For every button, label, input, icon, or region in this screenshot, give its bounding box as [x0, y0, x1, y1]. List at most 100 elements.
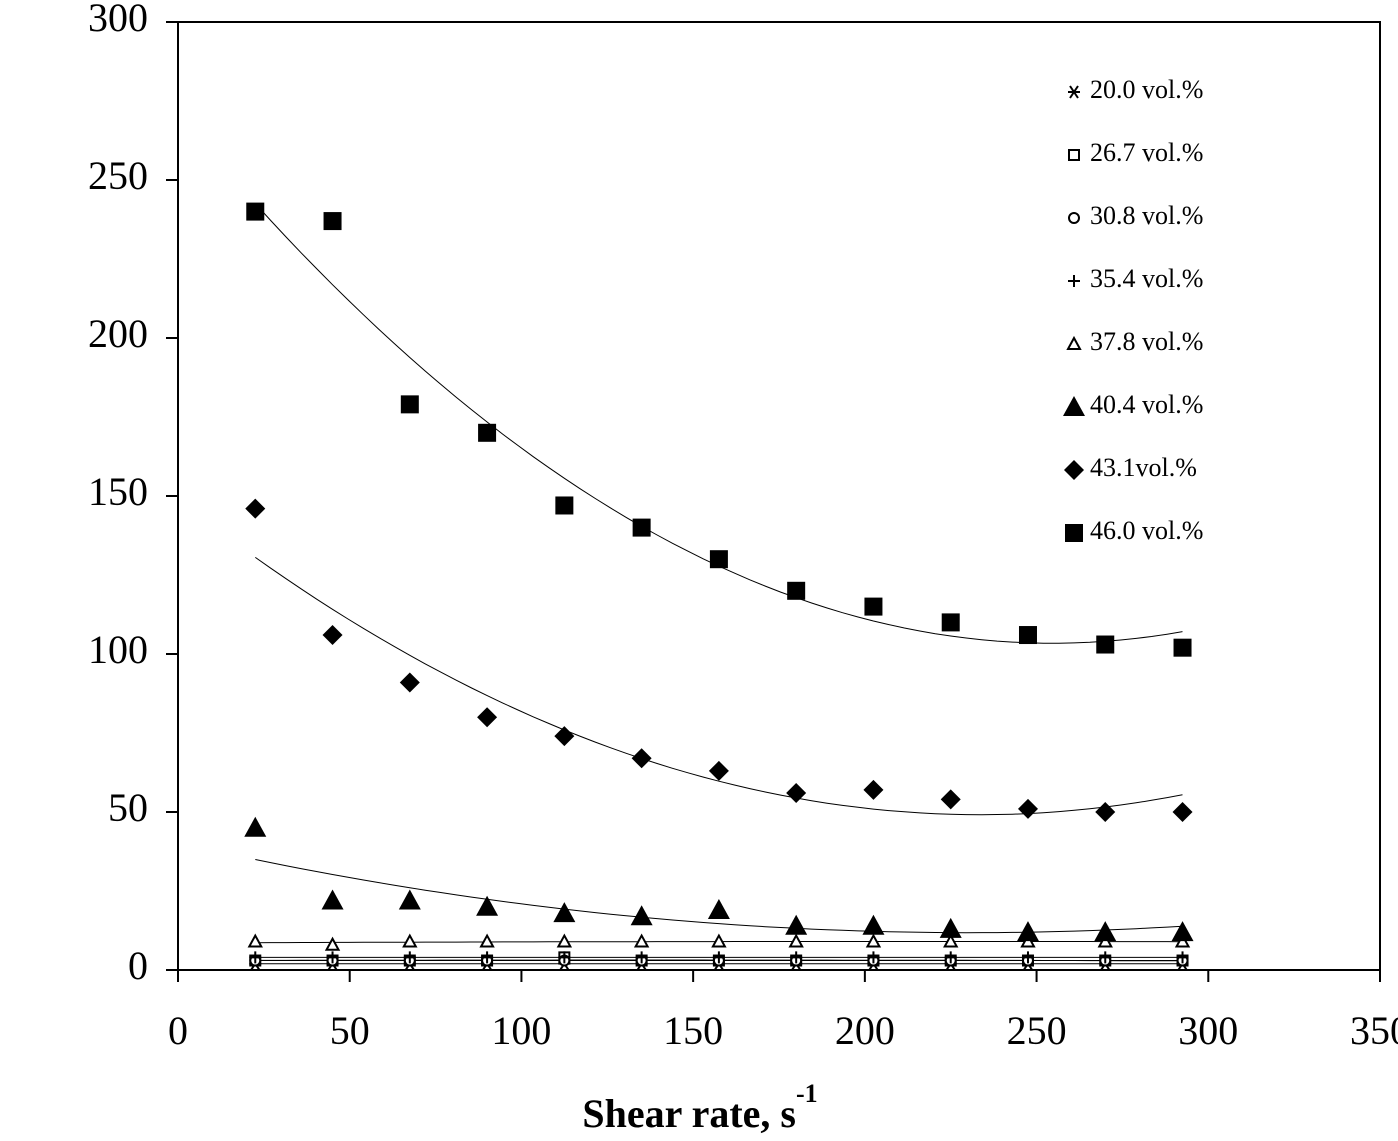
marker [1068, 275, 1080, 287]
trend-line [254, 203, 1183, 644]
marker [708, 760, 729, 781]
x-tick-label: 200 [835, 1008, 895, 1053]
marker [554, 726, 575, 747]
marker [864, 597, 883, 616]
x-tick-label: 250 [1007, 1008, 1067, 1053]
marker [398, 889, 421, 910]
legend-label: 20.0 vol.% [1090, 75, 1203, 104]
marker [865, 933, 882, 948]
marker [1064, 460, 1084, 480]
marker [1171, 921, 1194, 942]
marker [1018, 626, 1037, 645]
marker [247, 933, 263, 948]
marker [787, 581, 806, 600]
trend-line [255, 859, 1183, 934]
marker [481, 951, 494, 964]
legend-label: 35.4 vol.% [1090, 264, 1203, 293]
marker [1068, 149, 1080, 161]
legend-label: 30.8 vol.% [1090, 201, 1203, 230]
marker [790, 951, 803, 964]
marker [941, 613, 960, 632]
marker [322, 625, 343, 646]
x-axis-label-superscript: -1 [796, 1079, 818, 1108]
marker [321, 889, 344, 910]
legend-label: 40.4 vol.% [1090, 390, 1203, 419]
marker [939, 917, 962, 938]
marker [1096, 635, 1115, 654]
marker [553, 902, 576, 923]
marker [943, 933, 959, 948]
marker [400, 395, 419, 414]
marker [707, 898, 730, 919]
marker [476, 895, 499, 916]
legend-label: 37.8 vol.% [1090, 327, 1203, 356]
marker [478, 423, 497, 442]
marker [1063, 396, 1085, 416]
marker [245, 498, 266, 519]
x-tick-label: 100 [491, 1008, 551, 1053]
y-tick-label: 300 [88, 0, 148, 40]
x-tick-label: 350 [1350, 1008, 1398, 1053]
marker [1068, 85, 1080, 99]
x-tick-label: 300 [1178, 1008, 1238, 1053]
marker [631, 748, 652, 769]
marker [399, 672, 420, 693]
marker [558, 951, 571, 964]
y-tick-label: 200 [88, 311, 148, 356]
marker [323, 212, 342, 231]
marker [1176, 951, 1189, 964]
marker [786, 783, 807, 804]
marker [326, 951, 339, 964]
marker [862, 914, 885, 935]
marker [1172, 802, 1193, 822]
x-tick-label: 0 [168, 1008, 188, 1053]
marker [324, 936, 341, 951]
marker [1095, 802, 1116, 822]
marker [244, 816, 267, 837]
legend-label: 43.1vol.% [1090, 453, 1197, 482]
y-tick-label: 150 [88, 469, 148, 514]
marker [711, 933, 727, 948]
x-axis-label: Shear rate, s-1 [582, 1079, 817, 1136]
marker [709, 550, 728, 569]
marker [1066, 335, 1082, 350]
marker [944, 951, 957, 964]
marker [1065, 524, 1083, 542]
legend-label: 46.0 vol.% [1090, 516, 1203, 545]
marker [477, 707, 498, 728]
marker [479, 933, 495, 948]
legend-label: 26.7 vol.% [1090, 138, 1203, 167]
marker [246, 202, 265, 221]
marker [249, 951, 262, 964]
marker [867, 951, 880, 964]
marker [633, 933, 650, 948]
x-tick-label: 50 [330, 1008, 370, 1053]
x-axis-label-text: Shear rate, s [582, 1091, 796, 1136]
marker [1068, 212, 1080, 224]
marker [788, 933, 804, 948]
y-tick-label: 100 [88, 627, 148, 672]
marker [1094, 921, 1117, 942]
marker [1016, 921, 1039, 942]
marker [1099, 951, 1112, 964]
marker [712, 951, 725, 964]
marker [1021, 951, 1034, 964]
y-tick-label: 50 [108, 785, 148, 830]
marker [1017, 798, 1038, 819]
y-tick-label: 250 [88, 153, 148, 198]
marker [555, 496, 574, 515]
marker [632, 518, 651, 537]
marker [785, 914, 808, 935]
x-tick-label: 150 [663, 1008, 723, 1053]
marker [863, 779, 884, 800]
marker [556, 933, 573, 948]
y-tick-label: 0 [128, 943, 148, 988]
marker [402, 933, 418, 948]
marker [635, 951, 648, 964]
marker [1173, 638, 1192, 657]
marker [940, 789, 961, 810]
marker [630, 905, 653, 926]
marker [403, 951, 416, 964]
